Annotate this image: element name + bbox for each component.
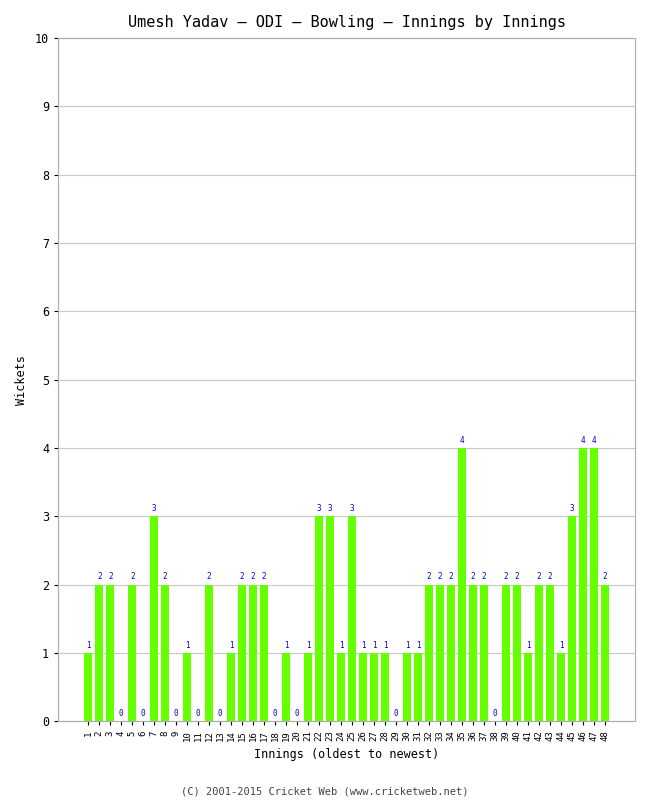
Text: 0: 0 bbox=[141, 709, 146, 718]
Text: 0: 0 bbox=[196, 709, 200, 718]
Text: 3: 3 bbox=[328, 504, 332, 513]
Bar bbox=[480, 585, 488, 722]
Bar bbox=[183, 653, 191, 722]
Text: 1: 1 bbox=[306, 641, 311, 650]
Y-axis label: Wickets: Wickets bbox=[15, 354, 28, 405]
Text: 4: 4 bbox=[460, 435, 464, 445]
Bar bbox=[337, 653, 345, 722]
Bar bbox=[161, 585, 169, 722]
Text: 2: 2 bbox=[504, 572, 508, 582]
Text: 4: 4 bbox=[580, 435, 585, 445]
Bar bbox=[107, 585, 114, 722]
Text: 2: 2 bbox=[207, 572, 211, 582]
Text: 2: 2 bbox=[548, 572, 552, 582]
Bar bbox=[315, 516, 323, 722]
X-axis label: Innings (oldest to newest): Innings (oldest to newest) bbox=[254, 748, 439, 761]
Bar bbox=[239, 585, 246, 722]
Text: 3: 3 bbox=[317, 504, 322, 513]
Text: 0: 0 bbox=[493, 709, 497, 718]
Text: 2: 2 bbox=[537, 572, 541, 582]
Bar bbox=[348, 516, 356, 722]
Bar bbox=[359, 653, 367, 722]
Text: 2: 2 bbox=[437, 572, 443, 582]
Bar bbox=[447, 585, 455, 722]
Bar bbox=[425, 585, 433, 722]
Bar bbox=[513, 585, 521, 722]
Text: 2: 2 bbox=[471, 572, 475, 582]
Bar bbox=[129, 585, 136, 722]
Bar bbox=[469, 585, 477, 722]
Text: 2: 2 bbox=[448, 572, 453, 582]
Text: 2: 2 bbox=[108, 572, 112, 582]
Text: 1: 1 bbox=[558, 641, 564, 650]
Text: 2: 2 bbox=[482, 572, 486, 582]
Bar bbox=[282, 653, 290, 722]
Bar bbox=[546, 585, 554, 722]
Text: 2: 2 bbox=[163, 572, 168, 582]
Text: 0: 0 bbox=[218, 709, 222, 718]
Bar bbox=[414, 653, 422, 722]
Bar bbox=[403, 653, 411, 722]
Bar bbox=[590, 448, 598, 722]
Text: 1: 1 bbox=[339, 641, 343, 650]
Text: 3: 3 bbox=[350, 504, 354, 513]
Text: 2: 2 bbox=[240, 572, 244, 582]
Text: 2: 2 bbox=[251, 572, 255, 582]
Bar bbox=[436, 585, 444, 722]
Text: (C) 2001-2015 Cricket Web (www.cricketweb.net): (C) 2001-2015 Cricket Web (www.cricketwe… bbox=[181, 786, 469, 796]
Text: 0: 0 bbox=[119, 709, 124, 718]
Bar bbox=[96, 585, 103, 722]
Bar bbox=[250, 585, 257, 722]
Bar bbox=[150, 516, 158, 722]
Text: 0: 0 bbox=[394, 709, 398, 718]
Bar bbox=[304, 653, 312, 722]
Bar bbox=[557, 653, 565, 722]
Text: 1: 1 bbox=[526, 641, 530, 650]
Text: 0: 0 bbox=[273, 709, 278, 718]
Bar bbox=[260, 585, 268, 722]
Text: 1: 1 bbox=[86, 641, 90, 650]
Text: 4: 4 bbox=[592, 435, 596, 445]
Text: 1: 1 bbox=[405, 641, 410, 650]
Text: 2: 2 bbox=[97, 572, 101, 582]
Text: 2: 2 bbox=[515, 572, 519, 582]
Bar bbox=[579, 448, 587, 722]
Bar bbox=[370, 653, 378, 722]
Text: 2: 2 bbox=[603, 572, 607, 582]
Text: 2: 2 bbox=[130, 572, 135, 582]
Text: 0: 0 bbox=[174, 709, 179, 718]
Bar bbox=[227, 653, 235, 722]
Title: Umesh Yadav – ODI – Bowling – Innings by Innings: Umesh Yadav – ODI – Bowling – Innings by… bbox=[127, 15, 566, 30]
Bar bbox=[458, 448, 466, 722]
Text: 1: 1 bbox=[185, 641, 190, 650]
Bar bbox=[84, 653, 92, 722]
Text: 3: 3 bbox=[152, 504, 157, 513]
Text: 1: 1 bbox=[372, 641, 376, 650]
Text: 2: 2 bbox=[427, 572, 432, 582]
Bar bbox=[326, 516, 334, 722]
Bar bbox=[535, 585, 543, 722]
Bar bbox=[502, 585, 510, 722]
Bar bbox=[524, 653, 532, 722]
Bar bbox=[568, 516, 576, 722]
Text: 2: 2 bbox=[262, 572, 266, 582]
Bar bbox=[601, 585, 609, 722]
Text: 1: 1 bbox=[416, 641, 421, 650]
Text: 0: 0 bbox=[295, 709, 300, 718]
Text: 1: 1 bbox=[229, 641, 233, 650]
Text: 1: 1 bbox=[383, 641, 387, 650]
Text: 1: 1 bbox=[361, 641, 365, 650]
Text: 1: 1 bbox=[284, 641, 289, 650]
Bar bbox=[205, 585, 213, 722]
Text: 3: 3 bbox=[569, 504, 574, 513]
Bar bbox=[382, 653, 389, 722]
